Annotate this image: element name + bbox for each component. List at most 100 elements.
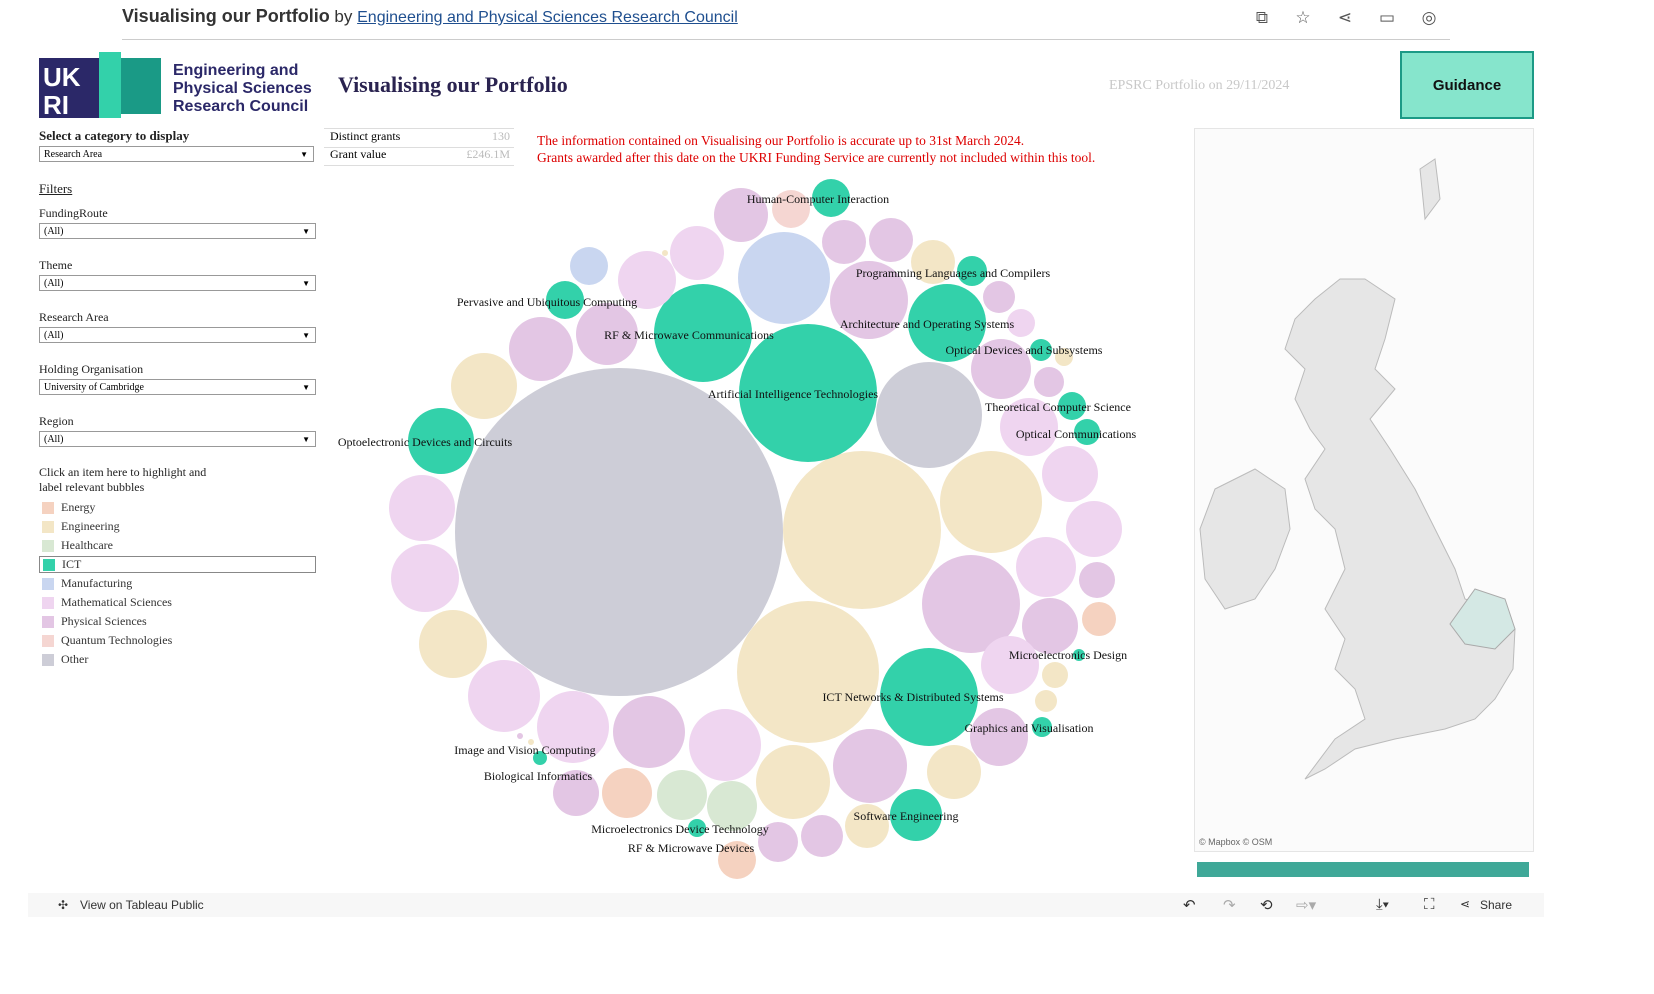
bubble-ict[interactable] (880, 648, 978, 746)
star-icon[interactable]: ☆ (1295, 8, 1311, 28)
legend-item[interactable]: Manufacturing (39, 575, 316, 592)
bubble-mathematical-sciences[interactable] (1000, 398, 1058, 456)
share-button[interactable]: Share (1480, 898, 1513, 912)
bubble-manufacturing[interactable] (570, 247, 608, 285)
refresh-icon[interactable]: ⇨▾ (1296, 897, 1317, 914)
bubble-engineering[interactable] (1042, 662, 1068, 688)
author-link[interactable]: Engineering and Physical Sciences Resear… (357, 9, 738, 26)
bubble-engineering[interactable] (662, 250, 668, 256)
bubble-physical-sciences[interactable] (758, 822, 798, 862)
bubble-ict[interactable] (533, 751, 547, 765)
legend-item[interactable]: ICT (39, 556, 316, 573)
bubble-ict[interactable] (688, 819, 706, 837)
region-map[interactable]: © Mapbox © OSM (1194, 128, 1534, 852)
bubble-other[interactable] (455, 368, 783, 696)
download-icon[interactable]: ⤓▾ (1376, 896, 1389, 913)
bubble-energy[interactable] (718, 841, 756, 879)
bubble-physical-sciences[interactable] (517, 733, 523, 739)
bubble-ict[interactable] (1058, 392, 1086, 420)
bubble-healthcare[interactable] (657, 770, 707, 820)
bubble-physical-sciences[interactable] (509, 317, 573, 381)
bubble-engineering[interactable] (927, 745, 981, 799)
bubble-ict[interactable] (408, 408, 474, 474)
bubble-mathematical-sciences[interactable] (1016, 537, 1076, 597)
bubble-ict[interactable] (1074, 419, 1100, 445)
bubble-engineering[interactable] (911, 240, 955, 284)
bubble-energy[interactable] (602, 768, 652, 818)
copy-icon[interactable]: ⧉ (1255, 8, 1269, 28)
bubble-mathematical-sciences[interactable] (981, 636, 1039, 694)
bubble-physical-sciences[interactable] (576, 303, 638, 365)
bubble-ict[interactable] (654, 284, 752, 382)
guidance-button[interactable]: Guidance (1400, 51, 1534, 119)
undo-icon[interactable]: ↶ (1183, 897, 1196, 914)
bubble-engineering[interactable] (783, 451, 941, 609)
category-select[interactable]: Research Area (39, 146, 314, 162)
bubble-physical-sciences[interactable] (1034, 367, 1064, 397)
legend-item[interactable]: Quantum Technologies (39, 632, 316, 649)
filter-select[interactable]: (All) (39, 327, 316, 343)
share-icon[interactable]: ⋖ (1337, 8, 1353, 28)
bubble-mathematical-sciences[interactable] (537, 691, 609, 763)
bubble-physical-sciences[interactable] (553, 770, 599, 816)
bubble-healthcare[interactable] (707, 781, 757, 831)
filter-select[interactable]: (All) (39, 223, 316, 239)
bubble-mathematical-sciences[interactable] (670, 226, 724, 280)
bubble-physical-sciences[interactable] (801, 815, 843, 857)
filter-select[interactable]: (All) (39, 431, 316, 447)
fullscreen-icon[interactable]: ⛶ (1424, 896, 1435, 913)
bubble-engineering[interactable] (1035, 690, 1057, 712)
bubble-quantum-technologies[interactable] (772, 190, 810, 228)
bubble-physical-sciences[interactable] (822, 220, 866, 264)
bubble-physical-sciences[interactable] (830, 261, 908, 339)
bubble-engineering[interactable] (451, 353, 517, 419)
legend-item[interactable]: Energy (39, 499, 316, 516)
legend-item[interactable]: Engineering (39, 518, 316, 535)
bubble-engineering[interactable] (737, 601, 879, 743)
bubble-mathematical-sciences[interactable] (618, 251, 676, 309)
legend-item[interactable]: Physical Sciences (39, 613, 316, 630)
bubble-physical-sciences[interactable] (1079, 562, 1115, 598)
bubble-mathematical-sciences[interactable] (468, 660, 540, 732)
bubble-engineering[interactable] (528, 739, 534, 745)
bubble-other[interactable] (876, 362, 982, 468)
bubble-ict[interactable] (908, 284, 986, 362)
bubble-engineering[interactable] (845, 804, 889, 848)
bubble-ict[interactable] (1030, 339, 1052, 361)
redo-icon[interactable]: ↷ (1223, 897, 1236, 914)
bubble-physical-sciences[interactable] (983, 281, 1015, 313)
bubble-physical-sciences[interactable] (1022, 598, 1078, 654)
bubble-mathematical-sciences[interactable] (389, 475, 455, 541)
bubble-mathematical-sciences[interactable] (1042, 446, 1098, 502)
filter-select[interactable]: (All) (39, 275, 316, 291)
bubble-physical-sciences[interactable] (714, 188, 768, 242)
bubble-mathematical-sciences[interactable] (391, 544, 459, 612)
comment-icon[interactable]: ▭ (1378, 8, 1396, 28)
bubble-ict[interactable] (890, 789, 942, 841)
bubble-physical-sciences[interactable] (833, 729, 907, 803)
bubble-engineering[interactable] (940, 451, 1042, 553)
legend-item[interactable]: Other (39, 651, 316, 668)
bubble-physical-sciences[interactable] (970, 708, 1028, 766)
bubble-mathematical-sciences[interactable] (1066, 501, 1122, 557)
bubble-ict[interactable] (546, 281, 584, 319)
user-icon[interactable]: ◎ (1421, 8, 1437, 28)
bubble-ict[interactable] (1032, 717, 1052, 737)
bubble-engineering[interactable] (1055, 348, 1073, 366)
revert-icon[interactable]: ⟲ (1260, 897, 1273, 914)
bubble-engineering[interactable] (756, 745, 830, 819)
legend-item[interactable]: Mathematical Sciences (39, 594, 316, 611)
bubble-physical-sciences[interactable] (971, 339, 1031, 399)
view-on-tableau-link[interactable]: View on Tableau Public (80, 898, 204, 912)
bubble-ict[interactable] (1073, 649, 1085, 661)
map-scroll-bar[interactable] (1197, 862, 1529, 877)
bubble-manufacturing[interactable] (738, 232, 830, 324)
bubble-ict[interactable] (739, 324, 877, 462)
bubble-mathematical-sciences[interactable] (1007, 309, 1035, 337)
bubble-ict[interactable] (812, 179, 850, 217)
filter-select[interactable]: University of Cambridge (39, 379, 316, 395)
legend-item[interactable]: Healthcare (39, 537, 316, 554)
bubble-mathematical-sciences[interactable] (689, 709, 761, 781)
bubble-physical-sciences[interactable] (613, 696, 685, 768)
bubble-ict[interactable] (957, 256, 987, 286)
